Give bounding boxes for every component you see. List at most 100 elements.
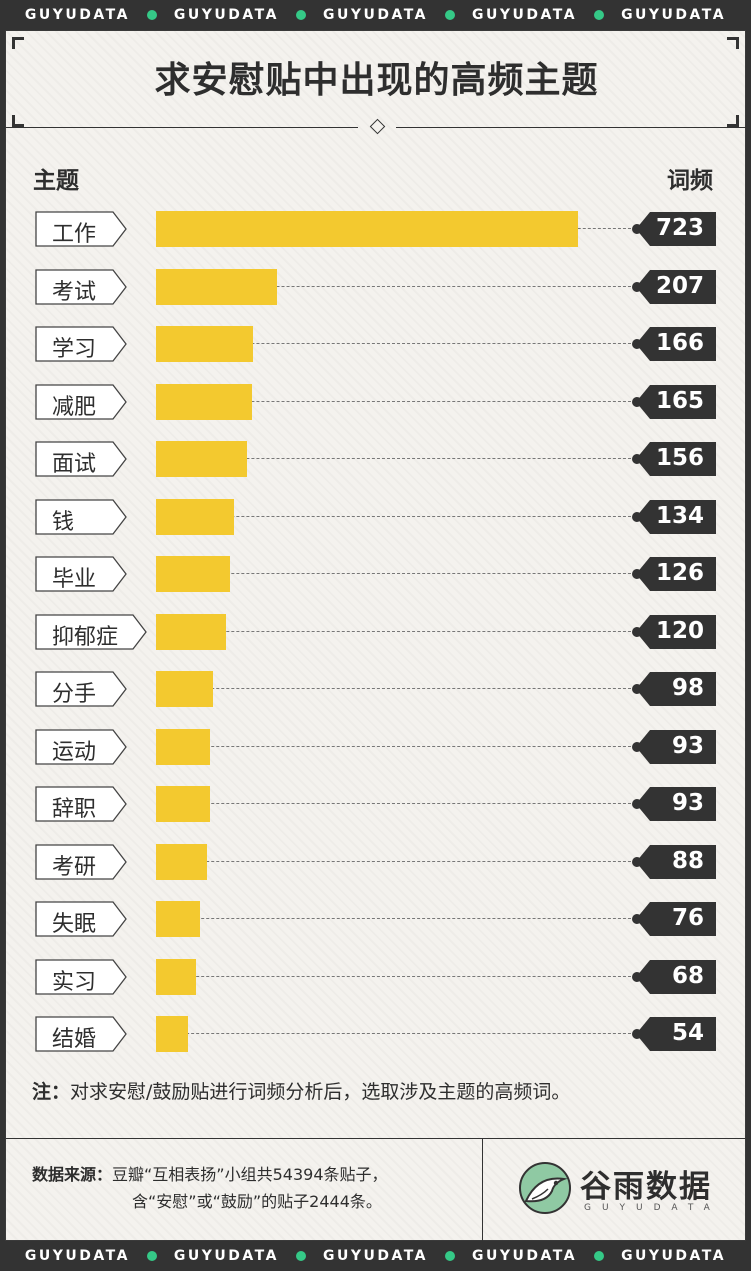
strip-word: GUYUDATA bbox=[173, 7, 279, 23]
leader-line bbox=[156, 860, 636, 862]
value-label: 120 bbox=[655, 617, 704, 644]
bar bbox=[156, 786, 211, 822]
strip-item: GUYUDATA bbox=[472, 7, 621, 23]
value-header: 词频 bbox=[667, 168, 713, 194]
value-tag: 166 bbox=[636, 327, 716, 361]
value-tag: 88 bbox=[636, 844, 716, 879]
top-brand-strip: GUYUDATA GUYUDATA GUYUDATA GUYUDATA GUYUDATA bbox=[0, 0, 751, 30]
strip-item: GUYUDATA bbox=[25, 1248, 174, 1264]
leader-line bbox=[156, 918, 636, 919]
chart-card: 求安慰贴中出现的高频主题 主题 词频 工作 723 考试 207 学习 166 减肥 165 面… bbox=[5, 30, 747, 1241]
bar bbox=[156, 326, 253, 362]
strip-dot-icon bbox=[146, 1251, 157, 1261]
brand-logo: 谷雨数据 GUYUDATA bbox=[518, 1159, 718, 1219]
value-tag: 93 bbox=[636, 729, 716, 764]
chart-note: 注：对求安慰/鼓励贴进行词频分析后，选取涉及主题的高频词。 bbox=[32, 1077, 570, 1104]
category-tag: 面试 bbox=[35, 441, 127, 477]
value-tag: 723 bbox=[636, 212, 716, 246]
strip-dot-icon bbox=[295, 10, 306, 20]
bar-row: 面试 156 bbox=[6, 439, 747, 479]
category-tag: 辞职 bbox=[35, 786, 127, 822]
bar bbox=[156, 498, 235, 535]
brand-subtitle: GUYUDATA bbox=[584, 1203, 721, 1213]
leader-line bbox=[156, 400, 636, 402]
value-label: 93 bbox=[671, 790, 704, 816]
leader-line bbox=[156, 630, 636, 632]
bar bbox=[156, 441, 248, 477]
strip-word: GUYUDATA bbox=[621, 1248, 727, 1264]
corner-mark bbox=[727, 37, 739, 49]
title-divider bbox=[6, 127, 358, 128]
source-line1: 豆瓣“互相表扬”小组共54394条贴子， bbox=[112, 1165, 388, 1184]
strip-word: GUYUDATA bbox=[24, 1248, 130, 1264]
bar-row: 失眠 76 bbox=[6, 899, 747, 939]
footer-divider bbox=[6, 1138, 745, 1139]
footer-divider bbox=[482, 1138, 483, 1241]
value-label: 134 bbox=[655, 502, 704, 529]
strip-dot-icon bbox=[594, 10, 605, 20]
strip-item: GUYUDATA bbox=[25, 7, 174, 23]
category-label: 考试 bbox=[52, 279, 97, 305]
leader-line bbox=[156, 1033, 636, 1034]
category-tag: 毕业 bbox=[35, 556, 127, 592]
bar-row: 钱 134 bbox=[6, 497, 747, 537]
leader-line bbox=[156, 803, 636, 804]
category-header: 主题 bbox=[33, 168, 79, 194]
value-label: 207 bbox=[655, 272, 704, 299]
strip-item: GUYUDATA bbox=[174, 1248, 323, 1264]
value-tag: 156 bbox=[636, 442, 716, 476]
value-label: 54 bbox=[671, 1020, 704, 1046]
bird-icon bbox=[519, 1162, 571, 1214]
value-label: 166 bbox=[655, 330, 704, 356]
value-label: 156 bbox=[655, 445, 704, 471]
category-label: 失眠 bbox=[52, 912, 97, 937]
value-tag: 93 bbox=[636, 787, 716, 821]
category-label: 运动 bbox=[52, 739, 97, 765]
value-tag: 68 bbox=[636, 959, 716, 994]
bar-row: 减肥 165 bbox=[6, 382, 747, 422]
category-tag: 减肥 bbox=[35, 383, 127, 420]
bar bbox=[156, 556, 230, 592]
source-line2: 含“安慰”或“鼓励”的贴子2444条。 bbox=[132, 1192, 382, 1211]
leader-line bbox=[156, 515, 636, 517]
bar-row: 结婚 54 bbox=[6, 1014, 747, 1054]
data-source: 数据来源：豆瓣“互相表扬”小组共54394条贴子， 含“安慰”或“鼓励”的贴子2… bbox=[32, 1161, 388, 1215]
chart-title: 求安慰贴中出现的高频主题 bbox=[154, 60, 599, 101]
leader-line bbox=[156, 688, 636, 689]
category-tag: 失眠 bbox=[35, 901, 127, 937]
leader-line bbox=[156, 458, 636, 459]
category-label: 毕业 bbox=[52, 567, 97, 592]
category-label: 辞职 bbox=[52, 797, 97, 822]
category-label: 考研 bbox=[52, 854, 97, 880]
category-tag: 运动 bbox=[35, 728, 127, 765]
bar-row: 学习 166 bbox=[6, 324, 747, 364]
strip-word: GUYUDATA bbox=[24, 7, 130, 23]
bar bbox=[156, 671, 214, 707]
bar-row: 运动 93 bbox=[6, 727, 747, 767]
strip-word: GUYUDATA bbox=[472, 7, 578, 23]
bar bbox=[156, 958, 196, 995]
strip-dot-icon bbox=[146, 10, 157, 20]
strip-word: GUYUDATA bbox=[322, 1248, 429, 1264]
strip-word: GUYUDATA bbox=[322, 7, 429, 23]
category-label: 结婚 bbox=[52, 1027, 97, 1052]
category-label: 钱 bbox=[52, 509, 75, 535]
strip-item: GUYUDATA bbox=[621, 7, 726, 23]
strip-item: GUYUDATA bbox=[323, 7, 472, 23]
category-label: 减肥 bbox=[52, 394, 97, 420]
corner-mark bbox=[12, 37, 24, 49]
bottom-brand-strip: GUYUDATA GUYUDATA GUYUDATA GUYUDATA GUYUDATA bbox=[0, 1241, 751, 1271]
category-tag: 分手 bbox=[35, 671, 127, 707]
strip-word: GUYUDATA bbox=[472, 1248, 578, 1264]
bar bbox=[156, 843, 208, 880]
bar bbox=[156, 613, 227, 650]
title-divider bbox=[396, 127, 747, 128]
strip-word: GUYUDATA bbox=[621, 7, 727, 23]
bar-row: 辞职 93 bbox=[6, 784, 747, 824]
value-tag: 98 bbox=[636, 672, 716, 706]
category-tag: 结婚 bbox=[35, 1016, 127, 1052]
bar-row: 工作 723 bbox=[6, 209, 747, 249]
bar-row: 实习 68 bbox=[6, 957, 747, 997]
strip-item: GUYUDATA bbox=[323, 1248, 472, 1264]
value-label: 76 bbox=[671, 905, 704, 931]
